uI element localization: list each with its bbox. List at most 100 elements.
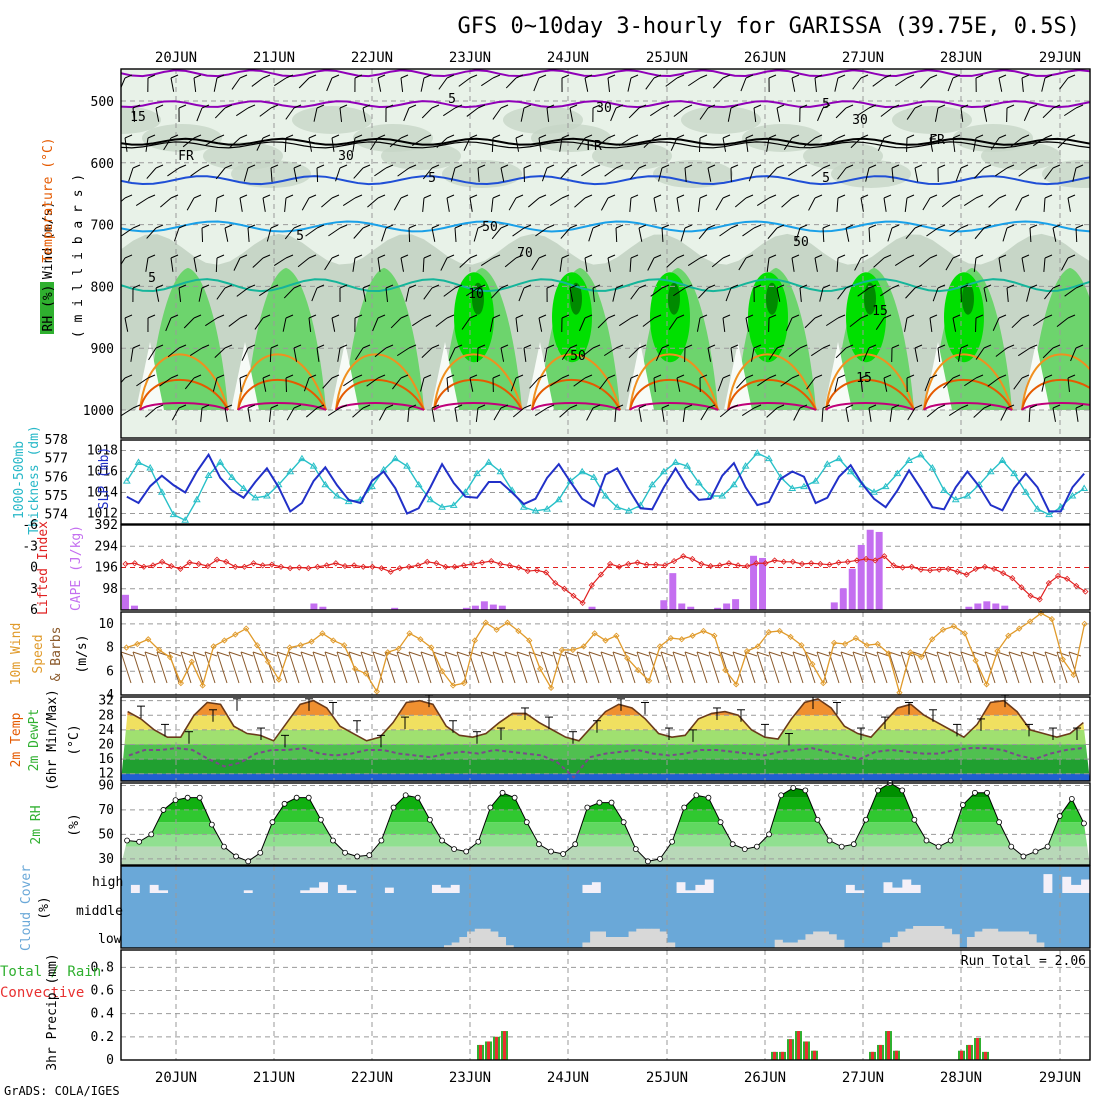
run-total: Run Total = 2.06 [961, 954, 1086, 969]
wind-barb [852, 77, 862, 90]
rh2m-marker [1068, 796, 1075, 802]
wind10-barb [300, 651, 312, 684]
li-marker [881, 553, 888, 560]
wind10-barb-feather [516, 651, 530, 657]
wind-barb [1075, 227, 1078, 243]
wind10-marker [1005, 632, 1012, 639]
date-label: 28JUN [940, 50, 982, 66]
wind-barb-feather [776, 284, 785, 289]
rh-core [454, 272, 494, 363]
wind-barb [776, 107, 781, 122]
wind10-barb-feather [456, 651, 470, 657]
wind-barb [650, 287, 663, 297]
wind-barb [825, 317, 839, 327]
wind-barb-feather [446, 194, 455, 199]
wind-barb-feather [975, 254, 984, 259]
rh2m-marker [305, 794, 312, 801]
tick-label: 575 [45, 489, 68, 504]
wind-barb-feather [193, 194, 202, 199]
wind-barb-feather [983, 344, 992, 349]
wind-barb-feather [262, 134, 271, 139]
wind-barb [845, 407, 849, 422]
wind-barb-feather [385, 404, 394, 409]
rh2m-marker [390, 804, 397, 811]
rh2m-marker [463, 848, 470, 855]
wind-barb-feather [1075, 164, 1084, 169]
wind-barb [707, 167, 712, 182]
date-label: 21JUN [253, 50, 295, 66]
wind-barb [612, 287, 617, 302]
wind-barb-feather [239, 74, 248, 79]
wind10-marker [961, 630, 968, 637]
wind-barb-feather [500, 224, 509, 229]
wind-barb [339, 107, 343, 122]
wind-barb-feather [699, 314, 708, 319]
wind-barb [757, 377, 770, 387]
rh2m-marker [802, 787, 809, 794]
wind-barb [159, 377, 172, 387]
wind10-barb-feather [672, 651, 686, 657]
wind-barb-feather [400, 134, 409, 139]
li-marker [232, 563, 239, 570]
wind-barb [500, 347, 505, 362]
wind10-barb-feather [936, 651, 950, 657]
cloud-middle-label: middle [76, 904, 123, 919]
wind-barb-feather [354, 74, 363, 79]
isotherm-minus5 [121, 100, 1090, 109]
wind-barb [945, 257, 954, 271]
wind-barb [1029, 227, 1032, 243]
wind-barb [1011, 317, 1023, 329]
tick-label: 90 [98, 778, 114, 793]
thickness-marker [251, 493, 260, 501]
wind-barb-feather [745, 194, 754, 199]
wind-barb [926, 407, 939, 418]
wind-barb [803, 137, 816, 148]
wind-barb [335, 167, 341, 182]
wind-barb-feather [960, 164, 969, 169]
cloud-high-bar [948, 866, 959, 893]
wind-barb [163, 137, 172, 151]
wind10-barb-feather [576, 651, 590, 657]
wind-barb-feather [339, 224, 348, 229]
wind-barb [665, 77, 678, 87]
wind-barb-feather [1029, 224, 1038, 229]
precip-convective-bar [871, 1051, 874, 1060]
wind-barb-feather [224, 284, 233, 289]
precip-convective-bar [781, 1051, 784, 1060]
wind-barb-feather [285, 374, 294, 379]
wind-barb-feather [569, 404, 578, 409]
thickness-marker [659, 467, 668, 475]
wind-barb-feather [423, 194, 432, 199]
rh-patch [742, 124, 822, 152]
wind10-marker [373, 688, 380, 695]
wind10-marker [558, 646, 566, 654]
wind10-barb [1032, 651, 1044, 684]
wind10-barb [708, 651, 720, 684]
wind-barb-feather [998, 254, 1007, 259]
cloud-high-bar [610, 866, 621, 893]
cape-bar [489, 604, 497, 610]
wind10-marker [624, 655, 631, 662]
cloud-high-bar [977, 866, 988, 893]
panel-frame [120, 524, 1091, 611]
wind-barb-feather [676, 194, 685, 199]
rh2m-marker [657, 855, 663, 862]
wind-barb [795, 227, 801, 242]
wind10-barb [756, 651, 768, 684]
rh2m-marker [947, 837, 954, 844]
cloud-high-bar [412, 866, 423, 893]
wind-barb [342, 197, 356, 206]
wind-barb-feather [615, 164, 624, 169]
wind-barb [698, 227, 709, 240]
wind10-marker [754, 643, 762, 650]
wind-barb [308, 137, 313, 152]
wind10-marker [711, 632, 718, 639]
wind-barb [529, 377, 540, 389]
wind-barb [274, 77, 287, 87]
wind-barb-feather [362, 104, 371, 109]
wind-barb [438, 77, 448, 90]
wind-barb [942, 377, 954, 389]
wind-barb [407, 407, 410, 422]
wind-barb [734, 197, 747, 208]
wind-barb-feather [1052, 224, 1061, 229]
